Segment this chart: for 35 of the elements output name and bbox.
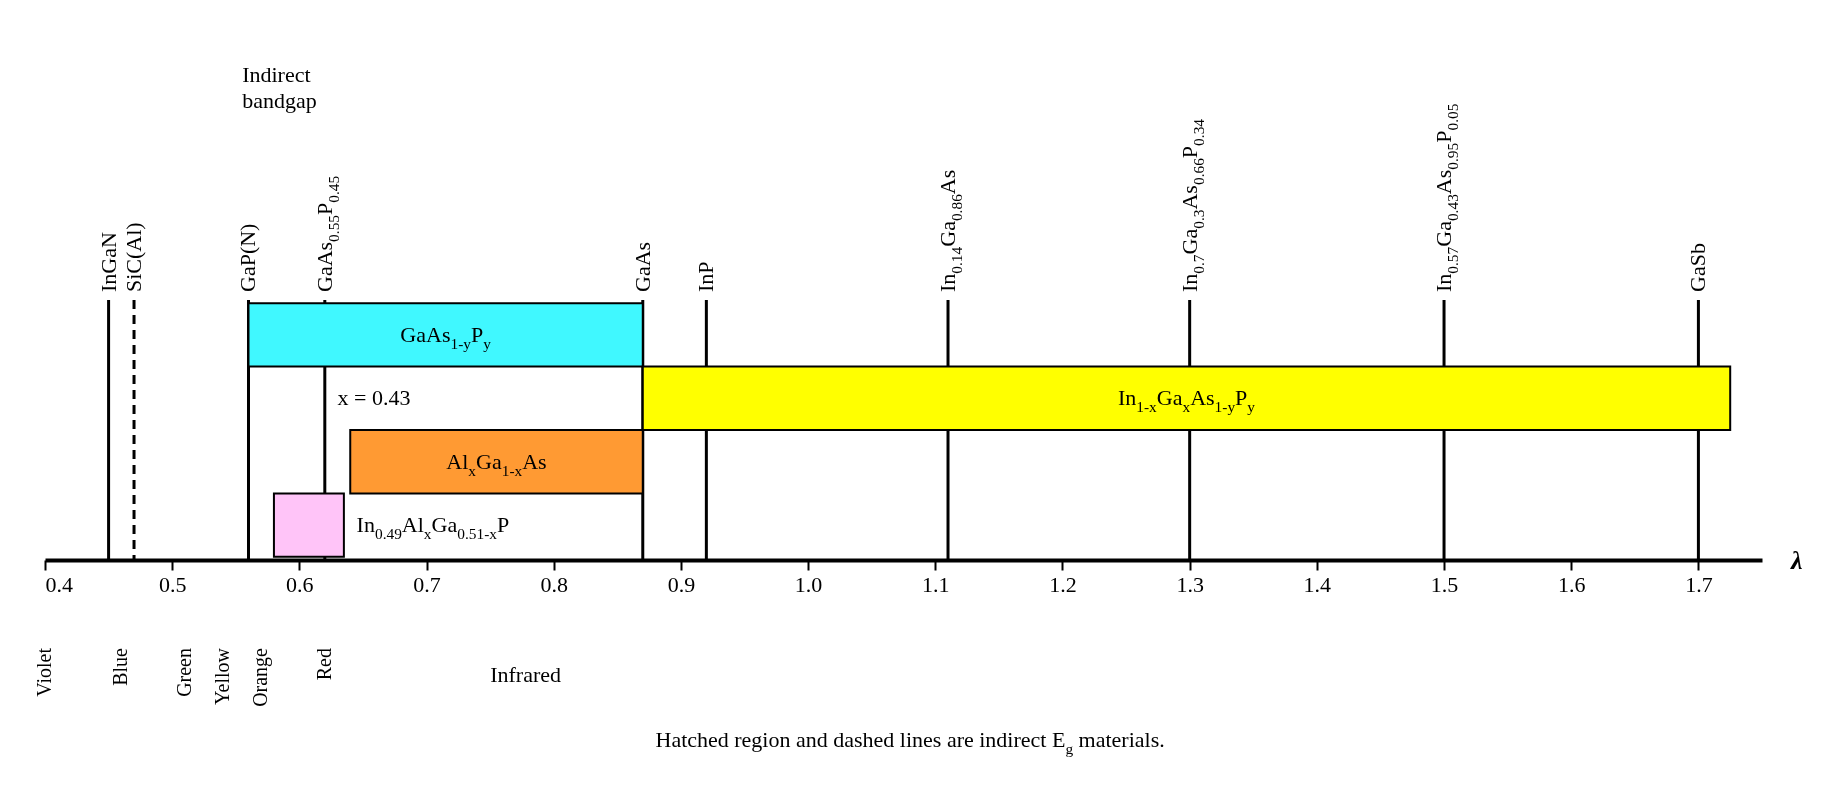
x-tick-label: 0.9 bbox=[667, 571, 696, 597]
ref-line-label: InGaN bbox=[95, 232, 121, 292]
x-tick-label: 0.6 bbox=[286, 571, 314, 597]
x-tick-label: 0.7 bbox=[413, 571, 441, 597]
x-tick-label: 1.2 bbox=[1049, 571, 1077, 597]
y-tick-label: In$_{0.49}$Al$_{x}$Ga$_{0.51-x}$P bbox=[356, 512, 510, 542]
x-tick-label: 0.4 bbox=[45, 571, 73, 597]
y-tick-label: In$_{1-x}$Ga$_{x}$As$_{1-y}$P$_{y}$ bbox=[1117, 385, 1256, 415]
x-tick-label: 0.5 bbox=[158, 571, 187, 597]
text: Yellow bbox=[211, 647, 234, 705]
text: Hatched region and dashed lines are indirect E$_{g}$ materials. bbox=[655, 727, 1165, 757]
x-tick-label: 1.4 bbox=[1303, 571, 1332, 597]
text: Indirect bandgap bbox=[242, 62, 317, 113]
text: Infrared bbox=[490, 662, 561, 687]
annotation: x = 0.43 bbox=[337, 384, 411, 410]
ref-line-label: GaP(N) bbox=[235, 223, 261, 292]
x-tick-label: 1.5 bbox=[1430, 571, 1459, 597]
y-tick-label: GaAs$_{1-y}$P$_{y}$ bbox=[400, 321, 492, 352]
x-axis-title: λ bbox=[1789, 545, 1803, 575]
y-tick-label: Al$_{x}$Ga$_{1-x}$As bbox=[446, 448, 547, 479]
x-tick-label: 1.3 bbox=[1176, 571, 1204, 597]
ref-line-label: GaSb bbox=[1685, 243, 1711, 292]
ref-line-label: SiC(Al) bbox=[121, 222, 147, 292]
ref-line-label: GaAs bbox=[629, 241, 655, 292]
text: Red bbox=[312, 648, 335, 681]
text: Orange bbox=[249, 647, 273, 707]
text: Green bbox=[172, 648, 195, 697]
x-tick-label: 1.6 bbox=[1557, 571, 1586, 597]
ref-line-label: InP bbox=[693, 261, 719, 292]
x-tick-label: 1.1 bbox=[922, 571, 950, 597]
text: Violet bbox=[33, 647, 55, 697]
x-tick-label: 0.8 bbox=[540, 571, 568, 597]
text: Blue bbox=[109, 647, 132, 686]
x-tick-label: 1.0 bbox=[794, 571, 823, 597]
x-tick-label: 1.7 bbox=[1685, 571, 1713, 597]
